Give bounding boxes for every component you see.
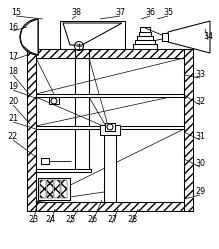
Text: 35: 35: [163, 7, 173, 16]
Bar: [184, 49, 193, 211]
Bar: [27, 202, 193, 211]
Bar: [36, 126, 184, 129]
Polygon shape: [168, 21, 210, 53]
Bar: [36, 58, 184, 202]
Text: 25: 25: [65, 214, 75, 224]
Text: 36: 36: [145, 7, 155, 16]
Text: 38: 38: [71, 7, 81, 16]
Text: 33: 33: [195, 69, 205, 78]
Bar: [162, 33, 168, 41]
Text: 37: 37: [115, 7, 125, 16]
Bar: [47, 180, 53, 198]
Bar: [40, 180, 46, 198]
Bar: [36, 169, 91, 172]
Bar: [36, 94, 184, 97]
Bar: [27, 49, 36, 211]
Bar: [27, 49, 193, 58]
Polygon shape: [63, 23, 122, 45]
Text: 30: 30: [195, 159, 205, 168]
Text: 31: 31: [195, 131, 205, 140]
Text: 29: 29: [195, 187, 205, 195]
Text: 34: 34: [203, 32, 213, 41]
Bar: [38, 178, 70, 200]
Bar: [100, 125, 120, 135]
Text: 24: 24: [45, 214, 55, 224]
Text: 17: 17: [8, 52, 18, 61]
Text: 16: 16: [8, 22, 18, 32]
Text: 15: 15: [11, 7, 21, 16]
Text: 19: 19: [8, 81, 18, 90]
Text: 27: 27: [107, 214, 117, 224]
Text: 28: 28: [127, 214, 137, 224]
Text: 20: 20: [8, 97, 18, 106]
Bar: [104, 129, 116, 202]
Text: 26: 26: [87, 214, 97, 224]
Bar: [105, 123, 115, 131]
Bar: [133, 44, 157, 49]
Bar: [60, 21, 125, 49]
Text: 32: 32: [195, 97, 205, 106]
Bar: [61, 180, 67, 198]
Bar: [36, 49, 184, 58]
Bar: [54, 180, 60, 198]
Bar: [38, 178, 70, 200]
Text: 18: 18: [8, 66, 18, 75]
Bar: [139, 32, 151, 36]
Bar: [41, 158, 49, 164]
Text: 21: 21: [8, 114, 18, 123]
Polygon shape: [20, 19, 38, 55]
Bar: [140, 27, 150, 32]
Bar: [49, 97, 59, 104]
Text: 22: 22: [8, 131, 18, 140]
Text: 23: 23: [28, 214, 38, 224]
Bar: [137, 36, 153, 40]
Bar: [135, 40, 155, 44]
